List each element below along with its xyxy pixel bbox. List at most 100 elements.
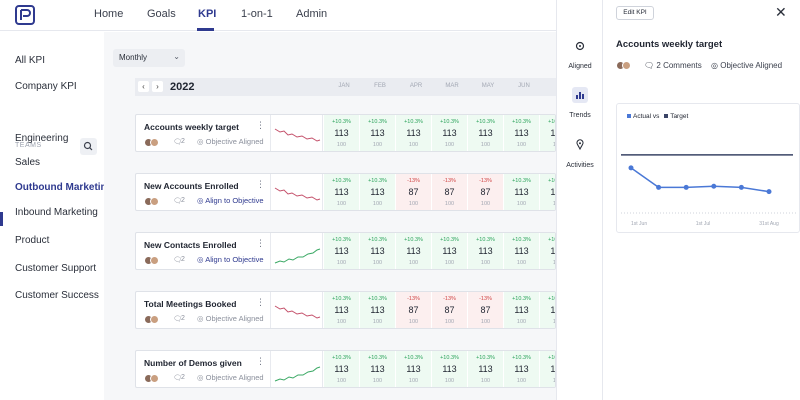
kpi-name[interactable]: Accounts weekly target <box>144 122 239 132</box>
cell-value: 87 <box>444 305 455 315</box>
cell-percent: +10.3% <box>512 355 531 361</box>
target-icon: ◎ <box>197 373 204 382</box>
comment-icon[interactable]: 🗨 <box>173 316 182 323</box>
kpi-month-cell[interactable]: -13% 87 100 <box>432 174 467 210</box>
cell-percent: +10.3% <box>476 237 495 243</box>
sidebar-item-all-kpi[interactable]: All KPI <box>15 55 46 66</box>
actual-data-point <box>683 184 689 190</box>
more-options-icon[interactable]: ⋮ <box>256 120 265 130</box>
more-options-icon[interactable]: ⋮ <box>256 238 265 248</box>
target-icon: ◎ <box>197 255 204 264</box>
cell-percent: +10.3% <box>332 178 351 184</box>
kpi-month-cell[interactable]: -13% 87 100 <box>396 174 431 210</box>
kpi-month-cell[interactable]: +10.3% 113 100 <box>324 233 359 269</box>
kpi-name[interactable]: Total Meetings Booked <box>144 299 237 309</box>
kpi-month-cell[interactable]: +10.3% 113 100 <box>324 292 359 328</box>
align-to-objective-link[interactable]: ◎ Align to Objective <box>197 196 264 205</box>
cell-target: 100 <box>480 260 491 266</box>
sparkline-chart <box>274 366 321 382</box>
more-options-icon[interactable]: ⋮ <box>256 297 265 307</box>
kpi-month-cell[interactable]: +10.3% 113 100 <box>468 351 503 387</box>
kpi-month-cell[interactable]: +10.3% 113 100 <box>504 351 539 387</box>
rail-item-aligned[interactable]: Aligned <box>557 38 603 70</box>
prev-year-button[interactable]: ‹ <box>138 81 149 92</box>
kpi-row[interactable]: Total Meetings Booked ⋮ 🗨 2 ◎ Objective Alig… <box>135 291 556 329</box>
close-icon[interactable]: ✕ <box>775 4 787 20</box>
kpi-month-cell[interactable]: +10.3% 113 100 <box>540 351 555 387</box>
month-header: FEB <box>374 83 386 89</box>
kpi-month-cell[interactable]: +10.3% 113 100 <box>504 233 539 269</box>
kpi-month-cell[interactable]: +10.3% 113 100 <box>540 233 555 269</box>
kpi-month-cell[interactable]: +10.3% 113 100 <box>360 115 395 151</box>
cell-target: 100 <box>480 201 491 207</box>
kpi-month-cell[interactable]: +10.3% 113 100 <box>504 174 539 210</box>
kpi-month-cell[interactable]: +10.3% 113 100 <box>396 351 431 387</box>
sidebar-item-sales[interactable]: Sales <box>15 157 41 168</box>
teams-search-button[interactable] <box>80 138 97 155</box>
kpi-row[interactable]: New Contacts Enrolled ⋮ 🗨 2 ◎ Align to Objec… <box>135 232 556 270</box>
kpi-month-cell[interactable]: +10.3% 113 100 <box>432 351 467 387</box>
kpi-month-cell[interactable]: +10.3% 113 100 <box>540 174 555 210</box>
kpi-month-cell[interactable]: +10.3% 113 100 <box>360 292 395 328</box>
rail-item-activities[interactable]: Activities <box>557 137 603 169</box>
avatar <box>150 256 159 265</box>
avatar <box>150 374 159 383</box>
sidebar-item-customer-support[interactable]: Customer Support <box>15 263 97 274</box>
nav-kpi[interactable]: KPI <box>198 8 217 20</box>
objective-label: Align to Objective <box>205 255 264 264</box>
sidebar-item-inbound-marketing[interactable]: Inbound Marketing <box>15 207 98 218</box>
kpi-row[interactable]: New Accounts Enrolled ⋮ 🗨 2 ◎ Align to Objec… <box>135 173 556 211</box>
nav-1-on-1[interactable]: 1-on-1 <box>241 8 273 20</box>
kpi-month-cell[interactable]: -13% 87 100 <box>432 292 467 328</box>
comment-icon[interactable]: 🗨 <box>173 139 182 146</box>
kpi-month-cell[interactable]: +10.3% 113 100 <box>324 174 359 210</box>
kpi-row[interactable]: Number of Demos given ⋮ 🗨 2 ◎ Objective Alig… <box>135 350 556 388</box>
edit-kpi-button[interactable]: Edit KPI <box>616 6 654 20</box>
kpi-month-cell[interactable]: +10.3% 113 100 <box>396 115 431 151</box>
app-logo[interactable] <box>15 5 35 25</box>
nav-home[interactable]: Home <box>94 8 124 20</box>
kpi-month-cell[interactable]: +10.3% 113 100 <box>540 292 555 328</box>
pin-icon <box>572 137 588 153</box>
kpi-month-cell[interactable]: +10.3% 113 100 <box>432 233 467 269</box>
kpi-month-cell[interactable]: +10.3% 113 100 <box>360 233 395 269</box>
sparkline-chart <box>274 305 321 319</box>
kpi-row[interactable]: Accounts weekly target ⋮ 🗨 2 ◎ Objective Ali… <box>135 114 556 152</box>
comment-icon[interactable]: 🗨 <box>173 375 182 382</box>
kpi-name[interactable]: New Contacts Enrolled <box>144 240 237 250</box>
kpi-month-cell[interactable]: +10.3% 113 100 <box>504 292 539 328</box>
kpi-month-cell[interactable]: +10.3% 113 100 <box>396 233 431 269</box>
more-options-icon[interactable]: ⋮ <box>256 179 265 189</box>
panel-objective[interactable]: ◎ Objective Aligned <box>711 61 782 70</box>
comment-icon[interactable]: 🗨 <box>173 257 182 264</box>
align-to-objective-link[interactable]: ◎ Align to Objective <box>197 255 264 264</box>
kpi-month-cell[interactable]: +10.3% 113 100 <box>324 115 359 151</box>
kpi-name[interactable]: Number of Demos given <box>144 358 242 368</box>
sidebar-item-company-kpi[interactable]: Company KPI <box>15 81 77 92</box>
kpi-month-cell[interactable]: +10.3% 113 100 <box>324 351 359 387</box>
kpi-month-cell[interactable]: +10.3% 113 100 <box>540 115 555 151</box>
next-year-button[interactable]: › <box>152 81 163 92</box>
kpi-name[interactable]: New Accounts Enrolled <box>144 181 239 191</box>
kpi-month-cell[interactable]: +10.3% 113 100 <box>468 115 503 151</box>
kpi-month-cell[interactable]: +10.3% 113 100 <box>360 351 395 387</box>
nav-admin[interactable]: Admin <box>296 8 328 20</box>
cell-percent: +10.3% <box>332 355 351 361</box>
period-dropdown[interactable]: Monthly ⌄ <box>113 49 185 67</box>
panel-comments[interactable]: 🗨 2 Comments <box>644 61 702 70</box>
sidebar-item-customer-success[interactable]: Customer Success <box>15 290 99 301</box>
kpi-month-cell[interactable]: +10.3% 113 100 <box>504 115 539 151</box>
rail-item-trends[interactable]: Trends <box>557 87 603 119</box>
kpi-month-cell[interactable]: +10.3% 113 100 <box>432 115 467 151</box>
kpi-month-cell[interactable]: -13% 87 100 <box>468 292 503 328</box>
sidebar-item-engineering[interactable]: Engineering <box>15 133 69 144</box>
nav-goals[interactable]: Goals <box>147 8 176 20</box>
kpi-month-cell[interactable]: +10.3% 113 100 <box>360 174 395 210</box>
comment-icon[interactable]: 🗨 <box>173 198 182 205</box>
sidebar-item-product[interactable]: Product <box>15 235 50 246</box>
more-options-icon[interactable]: ⋮ <box>256 356 265 366</box>
kpi-month-cell[interactable]: -13% 87 100 <box>468 174 503 210</box>
kpi-month-cell[interactable]: +10.3% 113 100 <box>468 233 503 269</box>
sidebar-item-outbound-marketing[interactable]: Outbound Marketing <box>15 182 113 193</box>
kpi-month-cell[interactable]: -13% 87 100 <box>396 292 431 328</box>
